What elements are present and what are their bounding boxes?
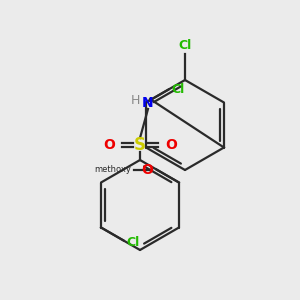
Text: O: O <box>103 138 115 152</box>
Text: S: S <box>134 136 146 154</box>
Text: H: H <box>130 94 140 106</box>
Text: Cl: Cl <box>172 83 185 96</box>
Text: N: N <box>142 96 154 110</box>
Text: O: O <box>165 138 177 152</box>
Text: Cl: Cl <box>127 236 140 249</box>
Text: Cl: Cl <box>178 39 192 52</box>
Text: methoxy: methoxy <box>94 165 131 174</box>
Text: O: O <box>142 163 154 176</box>
